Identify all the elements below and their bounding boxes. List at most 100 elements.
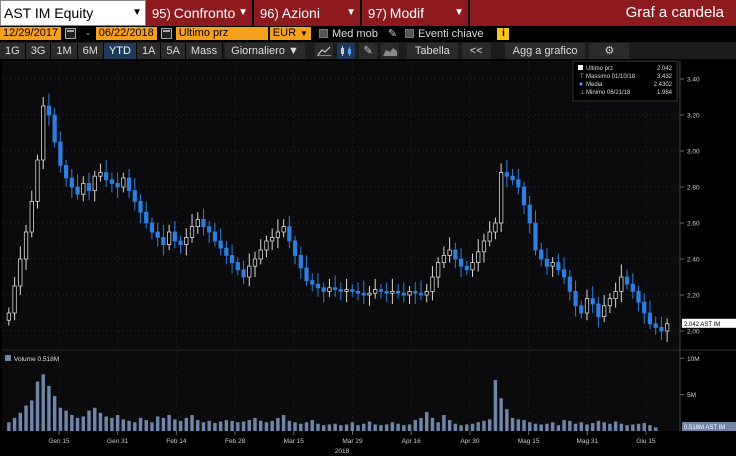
candle-body: [75, 186, 80, 195]
area-chart-icon[interactable]: [380, 42, 399, 59]
pencil-icon[interactable]: ✎: [387, 28, 398, 40]
volume-bar: [568, 420, 572, 431]
ticker-field[interactable]: AST IM Equity ▼: [0, 0, 146, 26]
last-volume-tag: 0.518M AST IM: [682, 422, 736, 431]
volume-bar: [241, 421, 246, 431]
candle-body: [178, 240, 183, 245]
period-3g[interactable]: 3G: [25, 42, 52, 59]
candle-body: [607, 298, 613, 307]
volume-panel: [2, 351, 680, 431]
volume-bar: [539, 424, 543, 431]
volume-swatch: [5, 355, 11, 361]
candle-body: [121, 177, 126, 188]
candle-body: [373, 289, 378, 294]
key-events-checkbox[interactable]: [405, 29, 415, 38]
candle-body: [510, 175, 515, 181]
candle-body: [109, 179, 115, 184]
candle-body: [378, 289, 384, 292]
period-5a[interactable]: 5A: [161, 42, 186, 59]
candle-body: [436, 262, 441, 278]
volume-bar: [476, 422, 480, 431]
candle-body: [516, 179, 521, 188]
candle-body: [195, 218, 200, 227]
volume-bar: [30, 400, 34, 431]
candle-body: [539, 249, 544, 260]
volume-bar: [379, 425, 383, 431]
volume-bar: [625, 425, 629, 431]
volume-bar: [81, 416, 85, 431]
volume-bar: [579, 422, 583, 431]
chevron-down-icon[interactable]: ▼: [454, 7, 464, 18]
candle-body: [155, 231, 160, 238]
candle-body: [218, 240, 223, 249]
price-field-select[interactable]: Ultimo prz: [175, 27, 268, 40]
candlestick-chart[interactable]: 3.40 3.20 3.00 2.80 2.60 2.40 2.20 2.00 10M 5M Gen…: [0, 59, 736, 456]
edit-button[interactable]: 97) Modif ▼: [362, 0, 470, 26]
period-ytd[interactable]: YTD: [103, 42, 137, 59]
table-button[interactable]: Tabella: [406, 42, 458, 59]
period-1m[interactable]: 1M: [51, 42, 78, 59]
calendar-icon[interactable]: [65, 28, 77, 39]
period-max[interactable]: Mass: [185, 42, 224, 59]
calendar-icon[interactable]: [160, 28, 172, 39]
candle-body: [361, 292, 366, 296]
volume-bar: [287, 420, 292, 431]
volume-bar: [230, 420, 234, 431]
frequency-select[interactable]: Giornaliero ▼: [225, 42, 305, 59]
volume-bar: [104, 416, 108, 431]
volume-bar: [585, 424, 589, 431]
chevron-down-icon[interactable]: ▼: [346, 7, 356, 18]
volume-bar: [602, 422, 606, 431]
period-1a[interactable]: 1A: [136, 42, 162, 59]
volume-bar: [327, 424, 332, 431]
candle-body: [550, 262, 555, 267]
candle-body: [367, 292, 372, 296]
volume-bar: [293, 422, 297, 431]
period-1g[interactable]: 1G: [0, 42, 26, 59]
candlestick-icon[interactable]: [336, 42, 355, 59]
volume-bar: [270, 420, 274, 431]
volume-bar: [384, 424, 389, 431]
candle-body: [647, 312, 653, 325]
moving-avg-checkbox[interactable]: [318, 29, 328, 38]
price-tick-label: 2.40: [687, 257, 700, 264]
candle-body: [63, 165, 69, 179]
candle-body: [270, 236, 275, 242]
volume-bar: [64, 410, 68, 431]
volume-bar: [522, 420, 526, 431]
start-date-field[interactable]: 12/29/2017: [0, 27, 62, 40]
candle-body: [653, 323, 658, 328]
toolbar: 1G 3G 1M 6M YTD 1A 5A Mass Giornaliero ▼…: [0, 41, 736, 59]
volume-bar: [425, 412, 429, 431]
candle-body: [144, 211, 149, 224]
candle-body: [229, 254, 235, 263]
pencil-icon[interactable]: ✎: [358, 42, 377, 59]
actions-button[interactable]: 96) Azioni ▼: [254, 0, 362, 26]
currency-select[interactable]: EUR ▼: [269, 27, 311, 40]
compare-button[interactable]: 95) Confronto ▼: [146, 0, 254, 26]
actions-button-label: Azioni: [281, 5, 320, 21]
period-6m[interactable]: 6M: [77, 42, 104, 59]
chevron-down-icon[interactable]: ▼: [238, 7, 248, 18]
price-tick-label: 3.00: [687, 149, 700, 156]
candle-body: [350, 289, 355, 292]
candle-body: [493, 222, 498, 233]
candle-body: [104, 172, 109, 181]
x-tick-label: Apr 16: [402, 438, 422, 445]
gear-icon[interactable]: ⚙: [589, 42, 630, 59]
year-label: 2018: [335, 448, 350, 455]
candlestick-glyph: [340, 45, 351, 56]
candle-body: [247, 265, 252, 278]
candle-body: [556, 262, 561, 271]
chevron-down-icon[interactable]: ▼: [132, 7, 142, 18]
volume-bar: [218, 421, 223, 431]
volume-bar: [110, 417, 114, 431]
candle-body: [567, 276, 572, 292]
price-tick-label: 3.20: [687, 113, 700, 120]
line-chart-icon[interactable]: [314, 42, 333, 59]
end-date-field[interactable]: 06/22/2018: [95, 27, 157, 40]
collapse-button[interactable]: <<: [461, 42, 491, 59]
info-icon[interactable]: i: [497, 27, 510, 40]
volume-bar: [121, 419, 126, 431]
add-to-chart-button[interactable]: Agg a grafico: [504, 42, 586, 59]
